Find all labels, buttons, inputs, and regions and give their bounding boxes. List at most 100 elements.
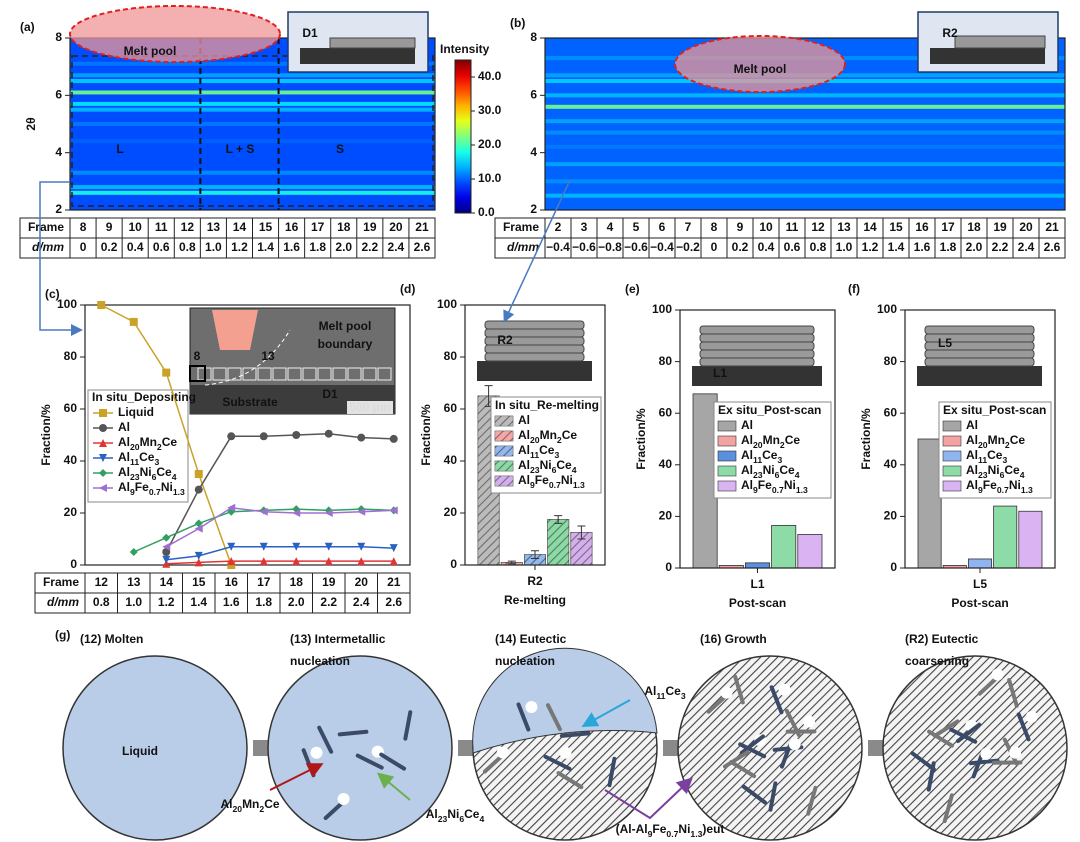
- x-tick-label: 7: [685, 220, 692, 234]
- legend-label: Al: [518, 413, 530, 427]
- x-tick-label: 15: [259, 220, 273, 234]
- heatmap-stripe: [545, 119, 1065, 124]
- x-axis-label: Post-scan: [951, 596, 1008, 610]
- y-tick-label: 60: [64, 401, 78, 415]
- melt-pool: [69, 5, 281, 63]
- deposit-layer: [699, 357, 815, 367]
- point: [259, 507, 268, 516]
- annotation: Melt pool: [319, 319, 372, 333]
- y-tick-label: 40: [64, 453, 78, 467]
- x-tick-label: L1: [750, 577, 764, 591]
- y-tick-label: 80: [659, 354, 673, 368]
- x-tick-label: 5: [633, 220, 640, 234]
- point: [292, 431, 301, 439]
- point: [389, 506, 398, 515]
- table-cell: −0.4: [546, 240, 570, 254]
- colorbar-tick-label: 10.0: [478, 171, 502, 185]
- connector: [39, 181, 83, 336]
- annotation: Al11Ce3: [644, 684, 685, 701]
- heatmap-stripe: [545, 179, 1065, 184]
- table-cell: 1.0: [205, 240, 222, 254]
- table-cell: 0.4: [758, 240, 775, 254]
- point: [259, 557, 268, 566]
- needle: [337, 729, 369, 737]
- annotation: Melt pool: [124, 44, 177, 58]
- heatmap-stripe: [70, 107, 435, 112]
- annotation: Liquid: [122, 744, 158, 758]
- table-cell: 1.6: [914, 240, 931, 254]
- y-tick-label: 4: [55, 145, 62, 159]
- needle: [910, 751, 936, 772]
- table-cell: 2.2: [361, 240, 378, 254]
- table-cell: 2.0: [335, 240, 352, 254]
- deposit-layer: [699, 325, 815, 335]
- x-tick-label: 2: [555, 220, 562, 234]
- error-bar: [531, 550, 539, 559]
- point: [227, 542, 236, 551]
- frame-box: [242, 367, 257, 381]
- needle: [607, 756, 617, 788]
- table-cell: 2.2: [320, 595, 337, 609]
- point: [324, 509, 333, 517]
- series-line: [165, 507, 394, 548]
- particle: [1025, 710, 1038, 723]
- table-cell: 0.8: [93, 595, 110, 609]
- heatmap-stripe: [545, 130, 1065, 135]
- frame-box: [347, 367, 362, 381]
- point: [292, 509, 301, 517]
- y-tick-label: 40: [884, 457, 898, 471]
- point: [357, 557, 366, 566]
- legend-hatch: [495, 476, 513, 486]
- heatmap-stripe: [70, 185, 435, 190]
- y-tick-label: 20: [884, 509, 898, 523]
- legend-label: Al23Ni6Ce4: [741, 463, 800, 480]
- needle: [991, 760, 1023, 765]
- stage-circle: [62, 655, 248, 841]
- y-tick-label: 100: [877, 302, 897, 316]
- stage-title: coarsening: [905, 654, 969, 668]
- x-tick-label: 18: [967, 220, 981, 234]
- particle: [778, 683, 791, 696]
- legend-label: Al20Mn2Ce: [518, 428, 577, 445]
- table-cell: 0: [80, 240, 87, 254]
- point: [389, 544, 398, 553]
- table-cell: 2.6: [1044, 240, 1061, 254]
- deposit: [954, 35, 1046, 49]
- point: [227, 432, 236, 441]
- heatmap-stripe: [545, 162, 1065, 167]
- inset-label: L1: [713, 366, 727, 380]
- point: [162, 542, 171, 551]
- pointer: [269, 763, 324, 791]
- legend-swatch: [942, 480, 962, 492]
- frame-box: [189, 365, 206, 382]
- liquid-region: [472, 647, 658, 754]
- annotation: R2: [942, 26, 958, 40]
- stage-circle: [267, 655, 453, 841]
- point: [129, 548, 138, 556]
- x-tick-label: 11: [155, 220, 168, 234]
- y-tick-label: 8: [55, 30, 62, 44]
- x-tick-label: 20: [355, 575, 369, 589]
- legend-title: Ex situ_Post-scan: [943, 403, 1046, 417]
- point: [389, 557, 398, 566]
- y-tick-label: 0: [70, 557, 77, 571]
- panel-label: (d): [400, 282, 415, 296]
- y-tick-label: 80: [444, 349, 458, 363]
- table-cell: −0.6: [624, 240, 648, 254]
- needle: [379, 752, 407, 771]
- boundary: [204, 329, 291, 386]
- y-tick-label: 6: [530, 88, 537, 102]
- heatmap-stripe: [70, 170, 435, 175]
- bar: [968, 558, 993, 569]
- bar: [797, 534, 823, 569]
- legend-label: Liquid: [118, 405, 154, 419]
- needle: [927, 729, 954, 748]
- heatmap-stripe: [545, 144, 1065, 149]
- point: [194, 551, 203, 560]
- annotation: D1: [302, 26, 318, 40]
- bar: [745, 562, 771, 569]
- y-tick-label: 40: [659, 457, 673, 471]
- series-line: [166, 546, 394, 561]
- x-tick-label: 21: [387, 575, 401, 589]
- table-cell: 1.4: [888, 240, 905, 254]
